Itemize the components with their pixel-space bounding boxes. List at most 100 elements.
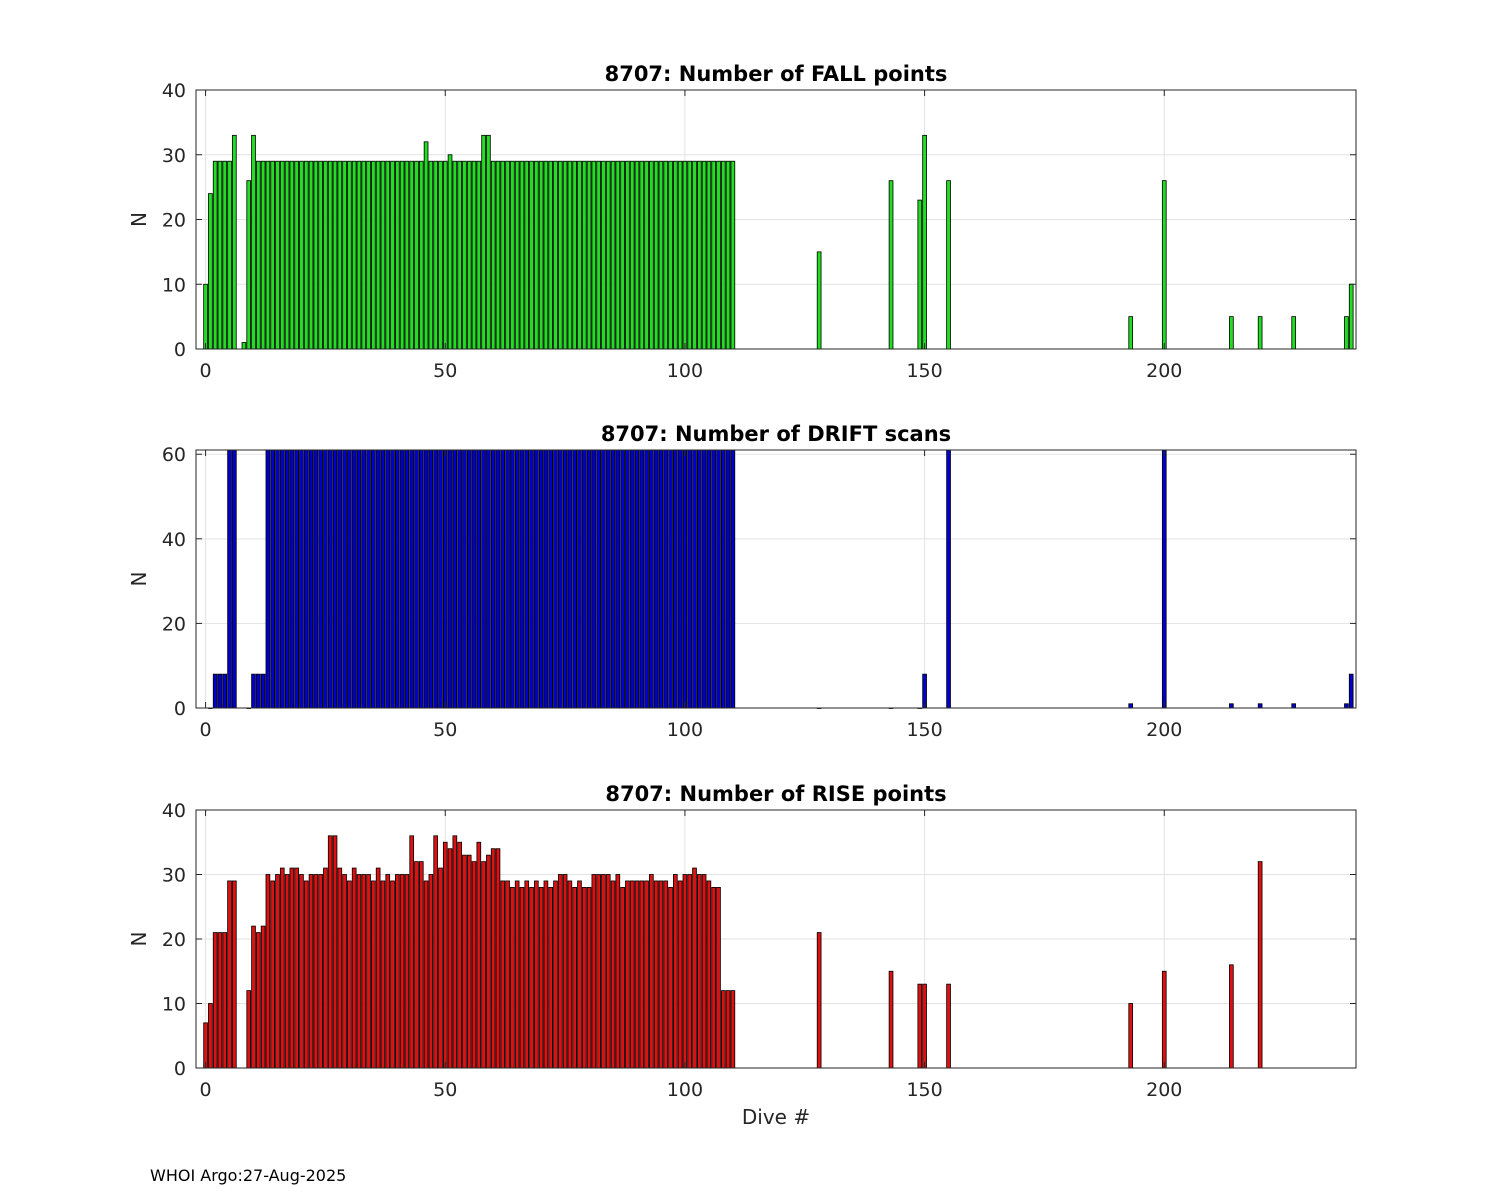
bar xyxy=(385,160,391,350)
bar xyxy=(255,932,261,1069)
bar xyxy=(299,449,304,709)
bar xyxy=(1257,316,1263,350)
x-tick-label: 100 xyxy=(667,719,703,741)
bar xyxy=(203,283,208,350)
bar xyxy=(701,449,707,709)
bar xyxy=(327,835,333,1069)
bar xyxy=(490,160,496,350)
bar xyxy=(572,449,577,709)
y-tick-label: 30 xyxy=(162,865,186,887)
bar xyxy=(265,449,271,709)
bar xyxy=(1229,703,1234,709)
bar xyxy=(347,880,352,1069)
bar xyxy=(1229,964,1234,1069)
bar xyxy=(303,880,309,1069)
rise-points-chart: 0 50 100 150 200 0 10 20 30 40 8707: Number of RI… xyxy=(127,782,1357,1129)
bar xyxy=(303,449,309,709)
bar xyxy=(922,134,927,350)
bar xyxy=(562,449,568,709)
bar xyxy=(500,160,506,350)
bar xyxy=(514,449,520,709)
x-tick-label: 200 xyxy=(1146,1079,1182,1101)
bar xyxy=(510,160,515,350)
bar xyxy=(677,160,683,350)
bar xyxy=(351,449,357,709)
drift-scans-chart: 0 50 100 150 200 0 20 40 60 8707: Number of DRIF… xyxy=(127,422,1357,741)
bar xyxy=(658,880,664,1069)
chart-title: 8707: Number of FALL points xyxy=(605,62,948,86)
x-tick-label: 50 xyxy=(433,1079,457,1101)
bar xyxy=(591,874,597,1069)
bar xyxy=(653,449,659,709)
bar xyxy=(371,880,376,1069)
bar xyxy=(663,880,669,1069)
bar xyxy=(668,449,673,709)
bar xyxy=(716,160,721,350)
bar xyxy=(390,880,395,1069)
bar xyxy=(308,449,314,709)
bar xyxy=(466,854,472,1069)
bar xyxy=(888,180,894,350)
bar xyxy=(361,874,367,1069)
bar xyxy=(337,867,343,1069)
x-tick-label: 200 xyxy=(1146,360,1182,382)
bar xyxy=(706,449,712,709)
bar xyxy=(692,867,697,1069)
bar xyxy=(414,160,419,350)
bar xyxy=(696,874,702,1069)
tick-labels: 0 50 100 150 200 0 10 20 30 40 xyxy=(162,80,1356,382)
bar xyxy=(490,848,496,1069)
bar xyxy=(471,160,477,350)
bar xyxy=(888,970,894,1069)
bar xyxy=(495,160,501,350)
bar xyxy=(490,449,496,709)
bar xyxy=(1229,316,1234,350)
bar xyxy=(428,449,434,709)
x-tick-label: 0 xyxy=(200,1079,212,1101)
bar xyxy=(687,874,693,1069)
bar xyxy=(486,854,491,1069)
bar xyxy=(260,673,266,709)
bar xyxy=(395,449,400,709)
bar xyxy=(1128,316,1134,350)
bar xyxy=(447,848,453,1069)
x-tick-label: 50 xyxy=(433,360,457,382)
bar xyxy=(615,874,621,1069)
bar xyxy=(428,160,434,350)
bar xyxy=(275,874,280,1069)
bar xyxy=(596,449,601,709)
bar xyxy=(337,449,343,709)
bar xyxy=(442,449,448,709)
bar xyxy=(442,841,448,1069)
bar xyxy=(327,160,333,350)
bar xyxy=(222,673,228,709)
bar xyxy=(457,841,462,1069)
bar xyxy=(270,160,276,350)
bar xyxy=(332,160,338,350)
bar xyxy=(677,449,683,709)
bar xyxy=(351,867,357,1069)
bar xyxy=(371,160,376,350)
bar xyxy=(462,449,467,709)
bar xyxy=(519,160,525,350)
bar xyxy=(1348,283,1354,350)
y-tick-label: 20 xyxy=(162,210,186,232)
bar xyxy=(917,983,923,1069)
bar xyxy=(1348,673,1354,709)
bar xyxy=(711,449,717,709)
bar xyxy=(649,874,654,1069)
bar xyxy=(543,160,549,350)
bar xyxy=(1257,703,1263,709)
bar xyxy=(457,160,462,350)
bar xyxy=(725,449,731,709)
y-tick-label: 20 xyxy=(162,613,186,635)
footer-credit: WHOI Argo:27-Aug-2025 xyxy=(150,1166,347,1185)
bar xyxy=(730,449,736,709)
bar xyxy=(567,880,573,1069)
bar xyxy=(505,160,510,350)
bar xyxy=(495,449,501,709)
bar xyxy=(524,880,530,1069)
bar xyxy=(380,160,386,350)
bar xyxy=(725,990,731,1069)
bar xyxy=(399,449,405,709)
